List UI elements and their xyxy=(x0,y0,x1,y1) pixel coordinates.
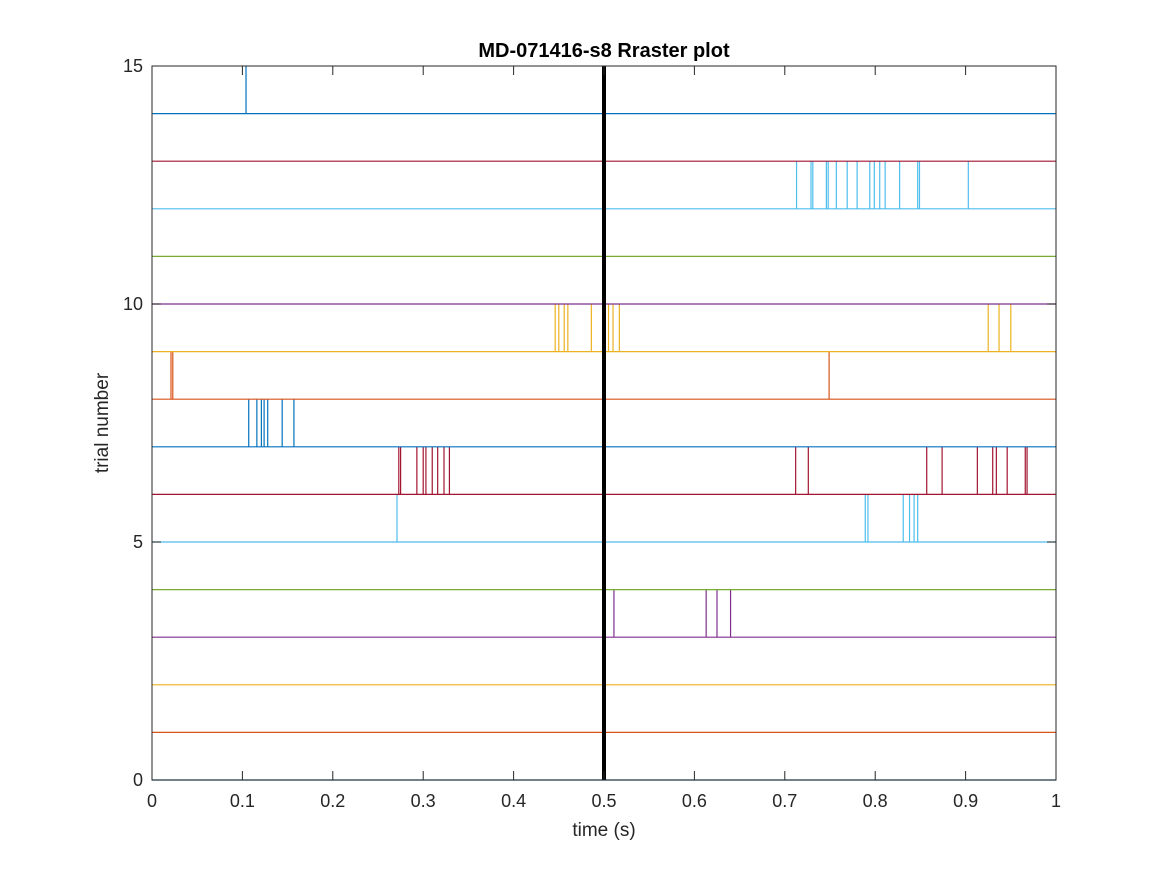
y-tick-label-1: 5 xyxy=(133,532,143,552)
x-tick-label-6: 0.6 xyxy=(682,791,707,811)
y-axis-label: trial number xyxy=(92,372,113,473)
x-tick-label-7: 0.7 xyxy=(772,791,797,811)
x-tick-label-9: 0.9 xyxy=(953,791,978,811)
x-tick-label-2: 0.2 xyxy=(320,791,345,811)
x-tick-label-10: 1 xyxy=(1051,791,1061,811)
x-tick-label-0: 0 xyxy=(147,791,157,811)
y-tick-label-0: 0 xyxy=(133,770,143,790)
chart-title: MD-071416-s8 Rraster plot xyxy=(478,40,730,62)
x-tick-label-5: 0.5 xyxy=(591,791,616,811)
x-tick-label-8: 0.8 xyxy=(863,791,888,811)
x-tick-label-4: 0.4 xyxy=(501,791,526,811)
x-tick-label-3: 0.3 xyxy=(411,791,436,811)
y-tick-label-2: 10 xyxy=(123,294,143,314)
y-tick-label-3: 15 xyxy=(123,56,143,76)
x-axis-label: time (s) xyxy=(572,820,635,841)
x-tick-label-1: 0.1 xyxy=(230,791,255,811)
